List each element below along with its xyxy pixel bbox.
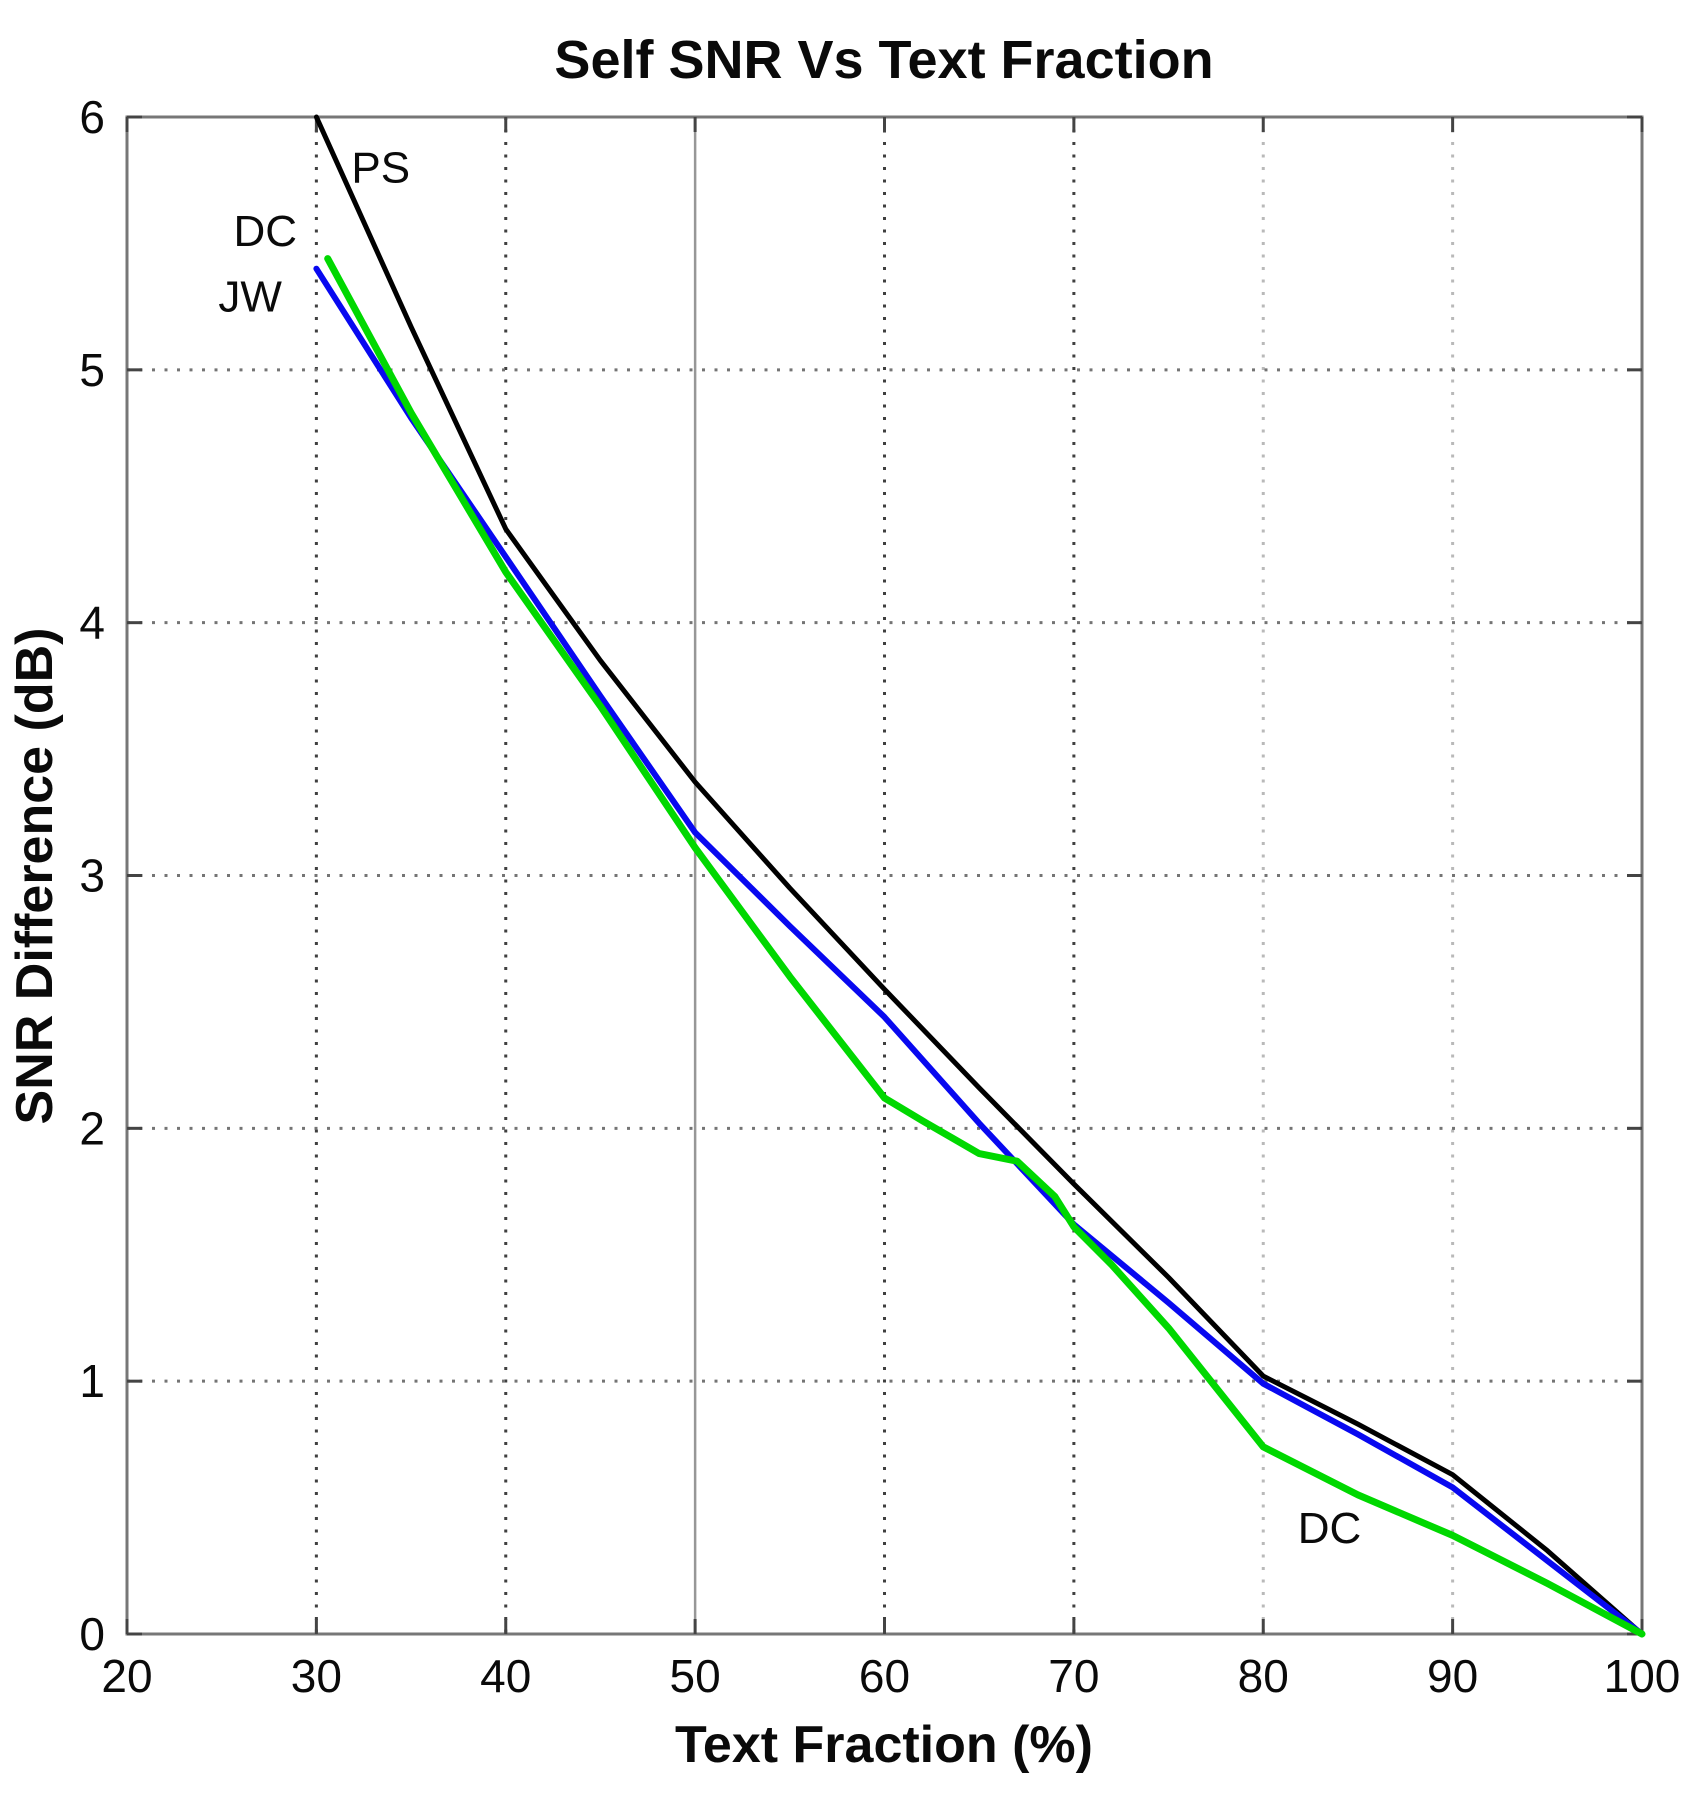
y-tick-label-2: 2 [79, 1102, 105, 1154]
x-tick-label-100: 100 [1604, 1650, 1681, 1702]
curve-label-jw: JW [218, 273, 282, 322]
y-axis-label: SNR Difference (dB) [6, 628, 64, 1125]
curve-label-dc-2: DC [1298, 1504, 1362, 1553]
y-tick-label-4: 4 [79, 597, 105, 649]
x-tick-label-80: 80 [1238, 1650, 1289, 1702]
chart-title: Self SNR Vs Text Fraction [554, 30, 1213, 90]
series-dc-line [324, 255, 1646, 1638]
series-jw-line [313, 265, 1645, 1637]
x-tick-label-90: 90 [1427, 1650, 1478, 1702]
x-tick-label-50: 50 [670, 1650, 721, 1702]
x-tick-label-30: 30 [291, 1650, 342, 1702]
x-axis-label: Text Fraction (%) [675, 1716, 1093, 1774]
x-tick-label-60: 60 [859, 1650, 910, 1702]
plot-area: 20 30 40 50 60 70 80 90 100 0 1 2 3 4 5 6 PS DC JW DC [79, 91, 1680, 1702]
curve-label-ps: PS [351, 144, 410, 193]
series-ps-line [313, 114, 1645, 1637]
y-tick-label-6: 6 [79, 91, 105, 143]
x-tick-label-70: 70 [1048, 1650, 1099, 1702]
y-tick-label-1: 1 [79, 1355, 105, 1407]
x-tick-label-20: 20 [101, 1650, 152, 1702]
x-tick-label-40: 40 [480, 1650, 531, 1702]
curve-label-dc: DC [233, 207, 297, 256]
y-tick-label-3: 3 [79, 850, 105, 902]
y-tick-label-5: 5 [79, 344, 105, 396]
y-tick-label-0: 0 [79, 1608, 105, 1660]
